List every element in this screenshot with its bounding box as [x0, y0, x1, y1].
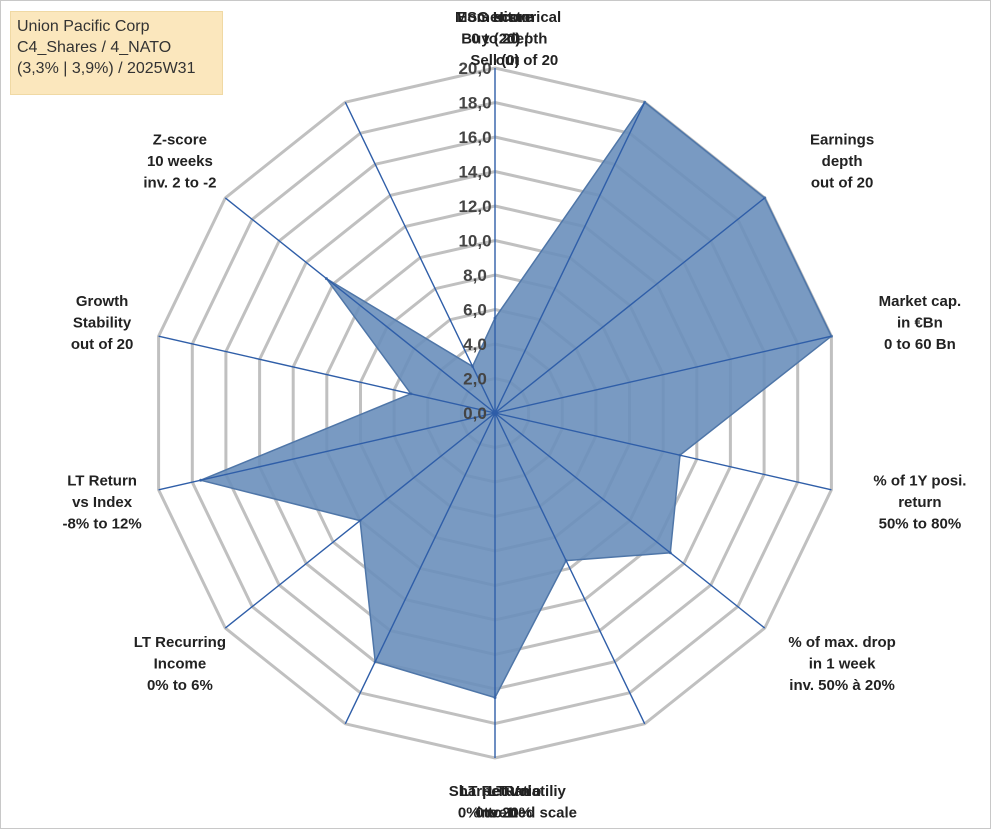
tick-label: 0,0	[463, 404, 487, 423]
tick-label: 6,0	[463, 301, 487, 320]
category-label-line: inverted scale	[477, 805, 577, 822]
spoke	[494, 412, 832, 491]
category-label-line: Growth	[76, 293, 129, 310]
tick-label: 18,0	[458, 94, 491, 113]
category-label-line: inv. 50% à 20%	[789, 677, 895, 694]
category-label-line: % of 1Y posi.	[873, 472, 966, 489]
category-label: % of max. drop in 1 week inv. 50% à 20%	[788, 634, 896, 694]
spoke	[224, 412, 496, 629]
category-label: Sharpe Ratio 0 to 1	[449, 783, 542, 822]
radial-tick-labels: 0,0 2,0 4,0 6,0 8,0 10,0 12,0 14,0 16,0 18,0 20,0	[458, 59, 491, 423]
category-labels: ESG score 0 to 20 Historical depth out of 20…	[62, 9, 966, 829]
category-label-line: LT Volatiliy	[488, 783, 566, 800]
spoke	[224, 197, 496, 414]
tick-label: 14,0	[458, 163, 491, 182]
category-label: % of 1Y posi. return 50% to 80%	[873, 472, 966, 532]
category-label: Z-score 10 weeks inv. 2 to -2	[143, 132, 216, 192]
category-label-line: inv. 2 to -2	[143, 175, 216, 192]
category-label-line: depth	[507, 31, 548, 48]
spoke	[494, 101, 646, 414]
tick-label: 2,0	[463, 370, 487, 389]
category-label: LT Volatiliy inverted scale 40% to 0%	[477, 783, 577, 829]
tick-label: 10,0	[458, 232, 491, 251]
tick-label: 12,0	[458, 197, 491, 216]
tick-label: 20,0	[458, 59, 491, 78]
category-label: Earnings depth out of 20	[810, 132, 874, 192]
category-label-line: Stability	[73, 315, 132, 332]
info-box: Union Pacific Corp C4_Shares / 4_NATO (3…	[10, 11, 223, 95]
category-label-line: depth	[822, 153, 863, 170]
category-label-line: 0 to 20	[471, 31, 519, 48]
category-label-line: Momentum	[455, 9, 535, 26]
category-label-line: return	[898, 494, 941, 511]
category-label-line: Market cap.	[879, 293, 962, 310]
category-label: LT Recurring Income 0% to 6%	[134, 634, 226, 694]
category-label-line: out of 20	[496, 52, 559, 69]
tick-label: 4,0	[463, 335, 487, 354]
category-label: LT Return 0% to 20%	[458, 783, 532, 822]
spoke	[494, 412, 646, 725]
company-name: Union Pacific Corp	[17, 18, 150, 35]
spoke	[158, 335, 496, 414]
category-label-line: -8% to 12%	[62, 515, 141, 532]
category-label-line: 0 to 60 Bn	[884, 336, 956, 353]
category-label-line: 50% to 80%	[879, 515, 962, 532]
portfolio-label: C4_Shares / 4_NATO	[17, 39, 172, 56]
category-label: ESG score 0 to 20	[457, 9, 533, 48]
spoke	[344, 101, 496, 414]
category-label-line: Buy (20) /	[461, 31, 529, 48]
category-label: Momentum Buy (20) / Sell (0)	[455, 9, 535, 69]
category-label-line: % of max. drop	[788, 634, 896, 651]
spoke	[494, 197, 766, 414]
category-label-line: Income	[154, 656, 207, 673]
category-label: Historical depth out of 20	[493, 9, 561, 69]
category-label-line: Sell (0)	[470, 52, 519, 69]
category-label-line: Historical	[493, 9, 561, 26]
category-label-line: LT Return	[460, 783, 530, 800]
category-label-line: 0 to 1	[475, 805, 514, 822]
category-label-line: 40% to 0%	[490, 826, 564, 829]
period-label: (3,3% | 3,9%) / 2025W31	[17, 60, 196, 77]
category-label-line: Earnings	[810, 132, 874, 149]
category-label-line: in €Bn	[897, 315, 943, 332]
category-label-line: 10 weeks	[147, 153, 213, 170]
category-label: Growth Stability out of 20	[71, 293, 134, 353]
category-label-line: vs Index	[72, 494, 133, 511]
category-label-line: LT Return	[67, 472, 137, 489]
category-label-line: out of 20	[811, 175, 874, 192]
spoke	[494, 412, 766, 629]
category-label: Market cap. in €Bn 0 to 60 Bn	[879, 293, 962, 353]
category-label-line: LT Recurring	[134, 634, 226, 651]
category-label-line: out of 20	[71, 336, 134, 353]
tick-label: 8,0	[463, 266, 487, 285]
category-label: LT Return vs Index -8% to 12%	[62, 472, 141, 532]
spoke	[158, 412, 496, 491]
spokes	[158, 68, 832, 758]
category-label-line: Z-score	[153, 132, 207, 149]
category-label-line: Sharpe Ratio	[449, 783, 542, 800]
spoke	[494, 335, 832, 414]
category-label-line: 0% to 6%	[147, 677, 213, 694]
category-label-line: ESG score	[457, 9, 533, 26]
spoke	[344, 412, 496, 725]
category-label-line: in 1 week	[809, 656, 876, 673]
tick-label: 16,0	[458, 128, 491, 147]
category-label-line: 0% to 20%	[458, 805, 532, 822]
